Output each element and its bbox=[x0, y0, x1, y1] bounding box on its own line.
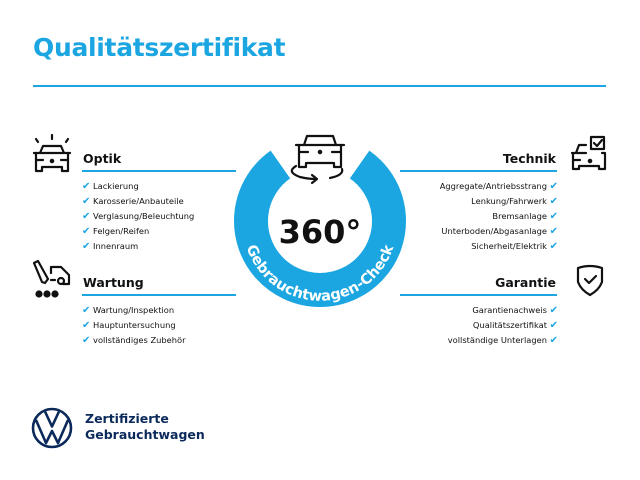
car-checkbox-icon bbox=[570, 135, 607, 171]
technik-list: Aggregate/Antriebsstrang ✔ Lenkung/Fahrw… bbox=[440, 179, 558, 254]
check-icon: ✔ bbox=[82, 226, 91, 237]
list-item: ✔ Verglasung/Beleuchtung bbox=[82, 211, 195, 222]
list-item: Qualitätszertifikat ✔ bbox=[472, 320, 558, 331]
check-icon: ✔ bbox=[549, 211, 558, 222]
technik-divider bbox=[400, 170, 557, 172]
optik-divider bbox=[82, 170, 236, 172]
list-item: ✔ Felgen/Reifen bbox=[82, 226, 150, 237]
car-lights-icon bbox=[32, 133, 72, 173]
optik-heading: Optik bbox=[83, 151, 122, 166]
vw-logo bbox=[31, 407, 73, 449]
check-icon: ✔ bbox=[82, 320, 91, 331]
ring-arc bbox=[234, 150, 406, 307]
wartung-list: ✔ Wartung/Inspektion ✔ Hauptuntersuchung… bbox=[82, 303, 186, 348]
check-icon: ✔ bbox=[82, 335, 91, 346]
title-divider bbox=[33, 85, 606, 87]
page-title: Qualitätszertifikat bbox=[33, 33, 286, 62]
check-icon: ✔ bbox=[549, 226, 558, 237]
shield-check-icon bbox=[576, 264, 604, 297]
wartung-heading: Wartung bbox=[83, 275, 144, 290]
service-icon bbox=[32, 259, 71, 298]
check-icon: ✔ bbox=[82, 305, 91, 316]
list-item: vollständige Unterlagen ✔ bbox=[447, 335, 558, 346]
check-icon: ✔ bbox=[549, 241, 558, 252]
list-item: Aggregate/Antriebsstrang ✔ bbox=[439, 181, 558, 192]
check-icon: ✔ bbox=[549, 305, 558, 316]
check-icon: ✔ bbox=[82, 181, 91, 192]
wartung-divider bbox=[82, 294, 236, 296]
list-item: ✔ Wartung/Inspektion bbox=[82, 305, 175, 316]
technik-heading: Technik bbox=[502, 151, 556, 166]
list-item: ✔ Innenraum bbox=[82, 241, 139, 252]
check-icon: ✔ bbox=[549, 320, 558, 331]
check-icon: ✔ bbox=[549, 196, 558, 207]
garantie-divider bbox=[400, 294, 557, 296]
check-icon: ✔ bbox=[82, 196, 91, 207]
check-icon: ✔ bbox=[82, 211, 91, 222]
garantie-heading: Garantie bbox=[495, 275, 556, 290]
logo-line1: Zertifizierte bbox=[85, 411, 169, 426]
list-item: ✔ Hauptuntersuchung bbox=[82, 320, 176, 331]
list-item: Sicherheit/Elektrik ✔ bbox=[471, 241, 558, 252]
check-icon: ✔ bbox=[549, 181, 558, 192]
check-icon: ✔ bbox=[82, 241, 91, 252]
car-rotate-icon bbox=[290, 134, 346, 185]
logo-line2: Gebrauchtwagen bbox=[85, 427, 205, 442]
360-label: 360° bbox=[279, 213, 362, 251]
list-item: ✔ Karosserie/Anbauteile bbox=[82, 196, 184, 207]
list-item: Bremsanlage ✔ bbox=[492, 211, 558, 222]
check-icon: ✔ bbox=[549, 335, 558, 346]
optik-list: ✔ Lackierung ✔ Karosserie/Anbauteile ✔ V… bbox=[82, 179, 194, 254]
list-item: Garantienachweis ✔ bbox=[472, 305, 558, 316]
garantie-list: Garantienachweis ✔ Qualitätszertifikat ✔… bbox=[448, 303, 558, 348]
list-item: ✔ Lackierung bbox=[82, 181, 139, 192]
list-item: ✔ vollständiges Zubehör bbox=[82, 335, 186, 346]
logo-text: Zertifizierte Gebrauchtwagen bbox=[85, 411, 205, 443]
list-item: Lenkung/Fahrwerk ✔ bbox=[471, 196, 558, 207]
list-item: Unterboden/Abgasanlage ✔ bbox=[441, 226, 558, 237]
